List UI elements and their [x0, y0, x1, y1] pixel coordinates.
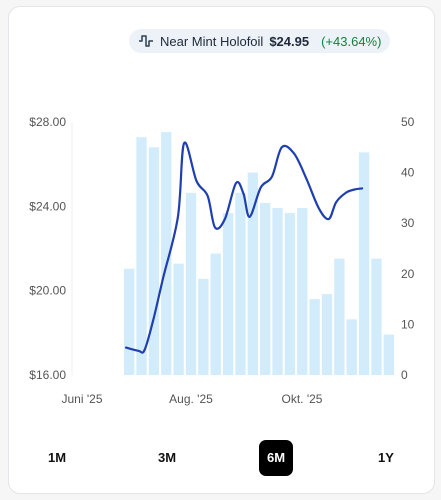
volume-bar [148, 147, 160, 375]
y-right-tick-label: 50 [401, 115, 415, 129]
tab-1m[interactable]: 1M [47, 450, 67, 465]
tab-3m[interactable]: 3M [157, 450, 177, 465]
volume-bar [334, 258, 345, 375]
y-right-tick-label: 40 [401, 166, 415, 180]
volume-bar [321, 294, 333, 375]
y-left-tick-label: $28.00 [29, 115, 66, 129]
x-tick-label: Juni '25 [62, 392, 103, 406]
volume-bar [383, 334, 394, 375]
timeframe-tabs: 1M 3M 6M 1Y [0, 440, 441, 476]
volume-bar [297, 208, 308, 375]
volume-bar [358, 152, 370, 375]
price-change: (+43.64%) [321, 33, 382, 49]
y-left-tick-label: $20.00 [29, 284, 66, 298]
volume-bar [235, 192, 246, 375]
volume-bar [210, 253, 221, 375]
volume-bar [173, 263, 184, 375]
volume-bar [136, 137, 147, 375]
current-price: $24.95 [269, 33, 310, 49]
volume-bar [309, 299, 320, 375]
volume-bar [260, 202, 271, 375]
volume-bar [185, 192, 197, 375]
price-chart-icon [138, 34, 154, 48]
volume-bar [198, 278, 209, 375]
y-left-tick-label: $16.00 [29, 368, 66, 382]
x-tick-label: Okt. '25 [282, 392, 323, 406]
y-right-tick-label: 20 [401, 267, 415, 281]
volume-bar [161, 132, 172, 375]
price-volume-chart: $16.00 $20.00 $24.00 $28.00 0 10 20 30 40 50 Juni … [29, 115, 415, 406]
volume-bar [124, 268, 135, 375]
y-right-tick-label: 30 [401, 216, 415, 230]
volume-bar [222, 213, 234, 375]
y-left-tick-label: $24.00 [29, 199, 66, 213]
x-tick-label: Aug. '25 [169, 392, 213, 406]
variant-name: Near Mint Holofoil [160, 33, 264, 49]
y-right-tick-label: 10 [401, 317, 415, 331]
price-legend: Near Mint Holofoil $24.95 (+43.64%) [129, 29, 391, 53]
volume-bar [247, 172, 258, 375]
volume-bar [346, 319, 357, 375]
tab-6m[interactable]: 6M [259, 440, 293, 476]
volume-bar [272, 208, 283, 375]
y-right-tick-label: 0 [401, 368, 408, 382]
volume-bar [284, 213, 296, 375]
price-line [124, 141, 364, 354]
tab-1y[interactable]: 1Y [378, 450, 394, 465]
volume-bar [371, 258, 382, 375]
